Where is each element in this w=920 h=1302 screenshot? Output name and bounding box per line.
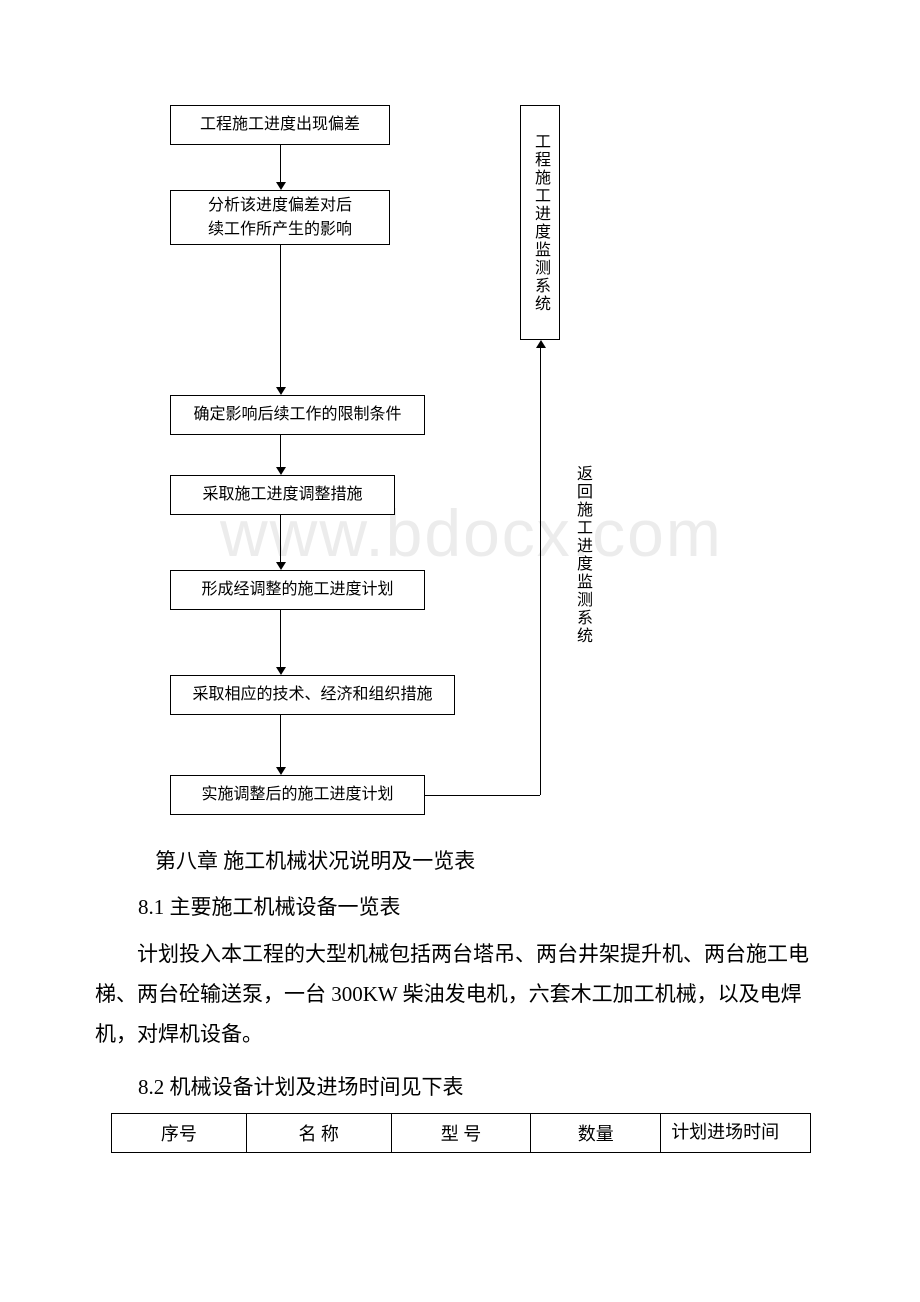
flow-node-analyze: 分析该进度偏差对后续工作所产生的影响 [170, 190, 390, 245]
heading-chapter: 第八章 施工机械状况说明及一览表 [155, 842, 885, 882]
flow-node-monitor-system: 工程施工进度监测系统 [520, 105, 560, 340]
heading-section-2: 8.2 机械设备计划及进场时间见下表 [138, 1068, 868, 1108]
flow-node-adjust-measures: 采取施工进度调整措施 [170, 475, 395, 515]
flow-node-revised-plan: 形成经调整的施工进度计划 [170, 570, 425, 610]
flow-node-label: 确定影响后续工作的限制条件 [193, 403, 401, 427]
col-name: 名 称 [246, 1114, 391, 1153]
col-qty: 数量 [531, 1114, 661, 1153]
flow-node-label: 实施调整后的施工进度计划 [201, 783, 393, 807]
flow-node-label: 分析该进度偏差对后续工作所产生的影响 [208, 194, 352, 242]
flow-edge [280, 145, 281, 182]
flow-node-label: 采取施工进度调整措施 [202, 483, 362, 507]
flow-edge [280, 245, 281, 387]
flow-node-implement: 实施调整后的施工进度计划 [170, 775, 425, 815]
arrow-head-icon [276, 667, 286, 675]
col-date: 计划进场时间 [661, 1114, 811, 1153]
paragraph-machinery: 计划投入本工程的大型机械包括两台塔吊、两台井架提升机、两台施工电梯、两台砼输送泵… [95, 935, 825, 1055]
flow-node-label: 采取相应的技术、经济和组织措施 [192, 683, 432, 707]
col-model: 型 号 [391, 1114, 531, 1153]
flow-edge [540, 348, 541, 795]
flow-node-constraints: 确定影响后续工作的限制条件 [170, 395, 425, 435]
flow-node-label: 形成经调整的施工进度计划 [201, 578, 393, 602]
flow-edge [280, 515, 281, 562]
flowchart: 工程施工进度出现偏差 分析该进度偏差对后续工作所产生的影响 确定影响后续工作的限… [170, 95, 710, 825]
arrow-head-icon [536, 340, 546, 348]
flow-node-label: 工程施工进度监测系统 [528, 133, 552, 313]
flow-node-tech-econ-org: 采取相应的技术、经济和组织措施 [170, 675, 455, 715]
flow-return-label: 返回施工进度监测系统 [570, 465, 594, 645]
col-seq: 序号 [112, 1114, 247, 1153]
arrow-head-icon [276, 467, 286, 475]
flow-node-label: 工程施工进度出现偏差 [200, 113, 360, 137]
arrow-head-icon [276, 767, 286, 775]
flow-edge [425, 795, 540, 796]
machinery-table: 序号 名 称 型 号 数量 计划进场时间 [111, 1113, 811, 1153]
flow-edge [280, 715, 281, 767]
flow-edge [280, 435, 281, 467]
table-row: 序号 名 称 型 号 数量 计划进场时间 [112, 1114, 811, 1153]
arrow-head-icon [276, 562, 286, 570]
heading-section-1: 8.1 主要施工机械设备一览表 [138, 888, 868, 928]
flow-node-deviation: 工程施工进度出现偏差 [170, 105, 390, 145]
arrow-head-icon [276, 182, 286, 190]
arrow-head-icon [276, 387, 286, 395]
flow-edge [280, 610, 281, 667]
